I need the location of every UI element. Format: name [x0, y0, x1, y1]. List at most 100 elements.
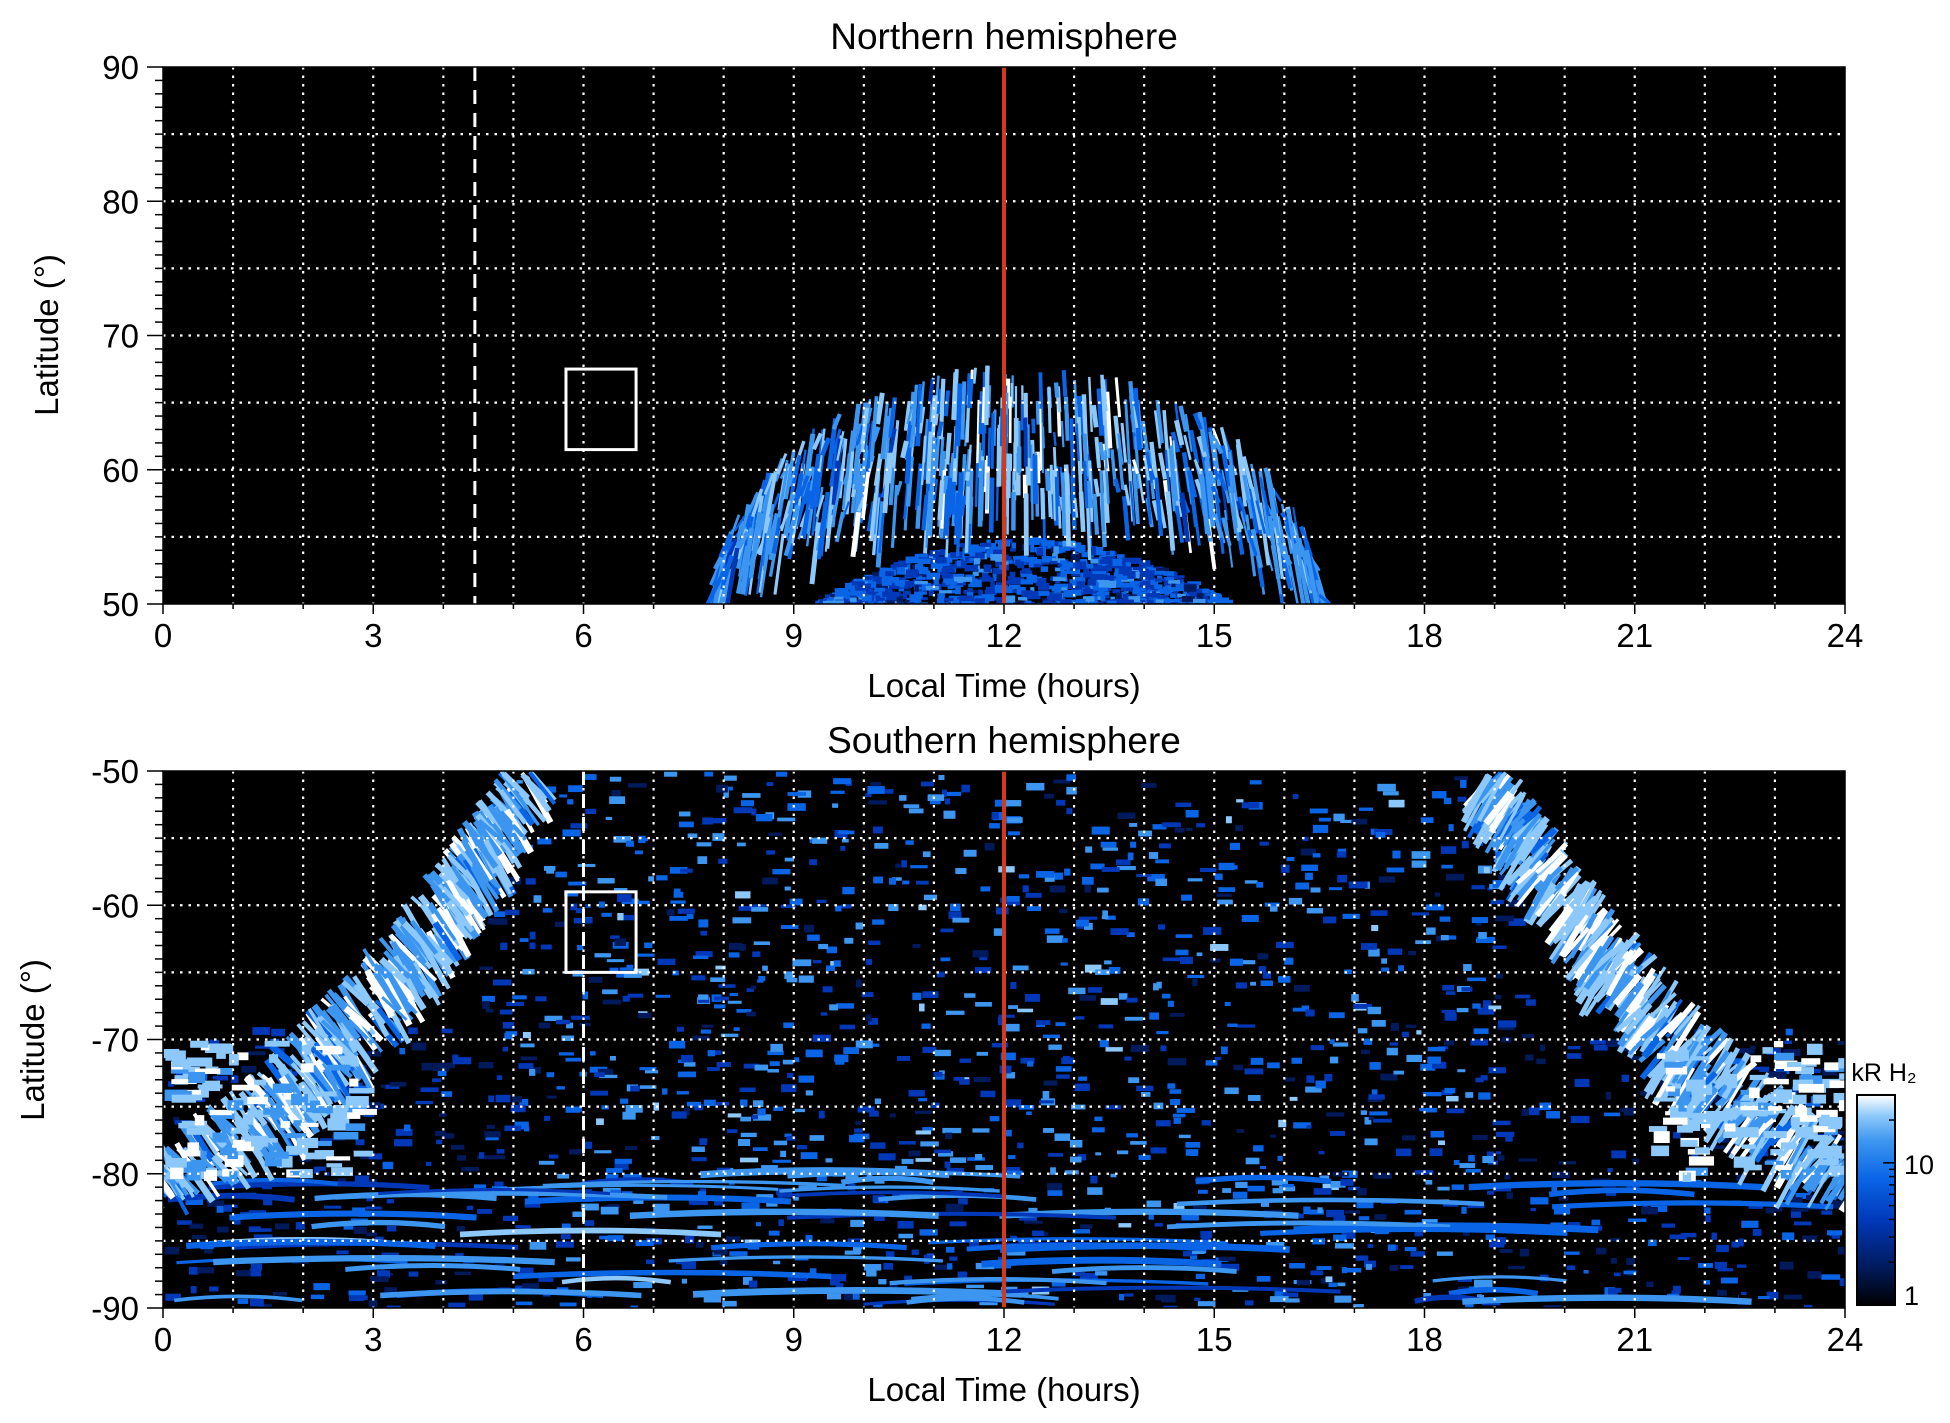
north-heat-streak — [878, 507, 886, 554]
south-heat-cell — [1726, 1077, 1738, 1089]
north-heat-streak — [909, 416, 917, 448]
north-heat-cell — [1158, 588, 1172, 594]
south-heat-cell — [384, 1287, 398, 1295]
north-heat-streak — [993, 409, 997, 446]
north-heat-cell — [1083, 568, 1090, 572]
south-heat-cell — [1543, 1305, 1562, 1308]
south-heat-cell — [457, 1155, 467, 1161]
north-heat-cell — [1030, 544, 1035, 553]
south-heat-cell — [186, 1171, 201, 1181]
south-heat-cell — [1832, 1131, 1845, 1135]
south-heat-cell — [1130, 1044, 1150, 1053]
north-heat-cell — [851, 590, 861, 596]
south-heat-streak — [343, 1005, 373, 1031]
south-heat-cell — [1155, 859, 1170, 864]
south-heat-cell — [920, 1141, 939, 1147]
south-heat-cell — [1357, 1028, 1368, 1034]
south-heat-streak — [1513, 812, 1542, 846]
north-heat-cell — [1122, 593, 1130, 602]
south-heat-cell — [1147, 874, 1165, 882]
north-heat-cell — [1041, 556, 1050, 563]
south-heat-cell — [1782, 1232, 1795, 1241]
south-heat-cell — [1528, 1107, 1540, 1116]
north-heat-streak — [1078, 491, 1086, 533]
north-heat-cell — [996, 596, 1002, 604]
north-heat-streak — [1035, 451, 1041, 484]
south-heat-streak — [163, 1177, 176, 1200]
south-heat-cell — [1046, 935, 1064, 943]
south-heat-cell — [546, 1072, 555, 1078]
south-heat-cell — [485, 1008, 494, 1013]
south-heat-cell — [186, 1089, 201, 1098]
north-heat-streak — [1298, 525, 1313, 557]
south-heat-cell — [477, 1208, 492, 1214]
south-heat-cell — [1405, 1024, 1417, 1028]
south-heat-cell — [656, 875, 668, 881]
south-heat-cell — [514, 1121, 529, 1130]
south-heat-cell — [1525, 999, 1536, 1006]
y-tick-label: 70 — [102, 318, 139, 355]
south-heat-cell — [1192, 978, 1198, 987]
south-heat-cell — [669, 867, 688, 874]
north-heat-cell — [1005, 580, 1011, 585]
south-heat-cell — [1518, 1158, 1537, 1162]
south-heat-cell — [1027, 906, 1042, 912]
south-heat-cell — [276, 1156, 293, 1168]
south-heat-cell — [1408, 950, 1416, 956]
south-heat-cell — [1490, 899, 1504, 905]
south-heat-cell — [676, 1260, 688, 1265]
north-heat-streak — [747, 491, 760, 514]
south-heat-cell — [515, 1301, 533, 1306]
north-heat-cell — [1026, 574, 1037, 583]
south-heat-cell — [619, 967, 633, 971]
south-heat-cell — [969, 1240, 979, 1248]
south-heat-cell — [1411, 912, 1429, 916]
south-heat-cell — [1150, 1147, 1167, 1154]
south-heat-cell — [1323, 916, 1337, 924]
south-heat-cell — [1829, 1080, 1845, 1088]
south-heat-cell — [1298, 1213, 1304, 1219]
south-heat-cell — [1766, 1291, 1779, 1300]
south-heat-cell — [1146, 1200, 1162, 1208]
south-heat-cell — [1472, 1134, 1488, 1140]
south-heat-cell — [998, 1014, 1015, 1018]
south-heat-cell — [1621, 1074, 1630, 1082]
north-heat-streak — [748, 511, 763, 579]
south-heat-cell — [330, 1107, 348, 1119]
south-heat-cell — [809, 1135, 825, 1141]
south-heat-streak — [1675, 1028, 1703, 1057]
north-heat-streak — [780, 500, 791, 532]
south-heat-cell — [607, 1235, 624, 1242]
south-heat-cell — [1525, 1054, 1534, 1061]
south-heat-cell — [976, 1051, 988, 1056]
south-heat-cell — [216, 1048, 226, 1059]
south-heat-cell — [947, 1263, 953, 1270]
south-heat-cell — [1389, 1042, 1398, 1046]
south-heat-arc — [692, 1286, 1022, 1298]
south-heat-cell — [940, 957, 951, 962]
south-heat-cell — [1774, 1052, 1795, 1061]
south-heat-cell — [190, 1159, 207, 1172]
south-heat-cell — [1110, 928, 1129, 935]
south-heat-cell — [1488, 1067, 1506, 1074]
south-heat-cell — [830, 790, 845, 794]
south-heat-cell — [1036, 871, 1055, 878]
south-heat-cell — [1027, 1061, 1034, 1067]
north-heat-cell — [1004, 564, 1009, 571]
north-heat-cell — [940, 603, 948, 604]
south-heat-cell — [570, 823, 588, 829]
south-heat-cell — [955, 868, 967, 874]
south-heat-cell — [1130, 1141, 1147, 1145]
south-heat-cell — [399, 1047, 405, 1055]
north-heat-streak — [1188, 476, 1198, 528]
south-heat-streak — [501, 771, 531, 800]
south-heat-cell — [1201, 1120, 1211, 1126]
south-heat-streak — [1484, 807, 1513, 854]
south-heat-cell — [840, 845, 846, 851]
south-heat-cell — [1685, 1167, 1708, 1176]
south-heat-cell — [850, 1239, 862, 1245]
south-heat-cell — [1308, 1209, 1324, 1215]
south-heat-cell — [822, 986, 833, 993]
north-heat-cell — [1076, 581, 1085, 588]
south-heat-cell — [1804, 1304, 1813, 1308]
